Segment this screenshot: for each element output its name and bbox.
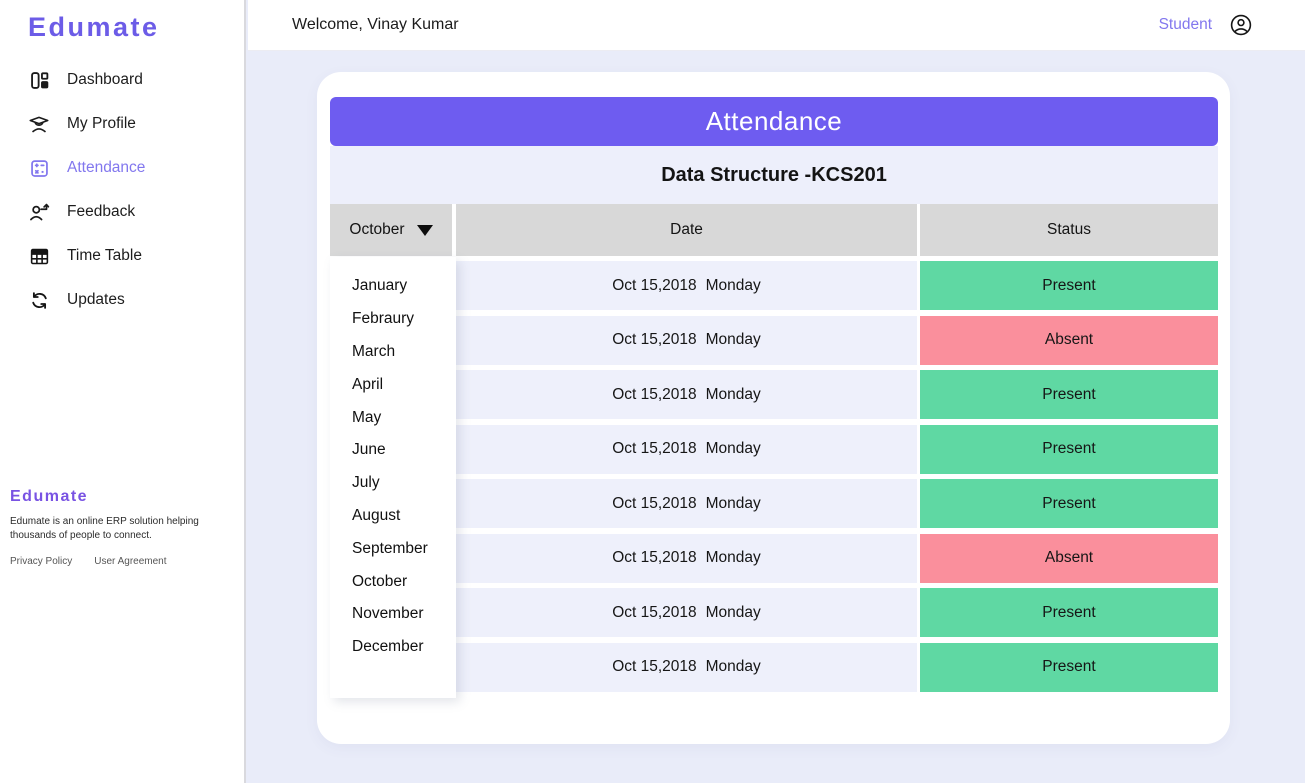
day-text: Monday — [705, 385, 761, 403]
subject-title: Data Structure -KCS201 — [330, 146, 1218, 204]
month-option-march[interactable]: March — [352, 342, 396, 360]
welcome-text: Welcome, Vinay Kumar — [292, 16, 459, 33]
attendance-card: Attendance Data Structure -KCS201 Octobe… — [317, 72, 1230, 744]
month-filter-dropdown[interactable]: October — [330, 204, 452, 256]
footer-brand: Edumate — [10, 488, 89, 505]
status-cell: Absent — [920, 315, 1218, 365]
sidebar-item-label: Updates — [67, 291, 125, 308]
date-column-header: Date — [456, 204, 917, 256]
date-cell: Oct 15,2018 Monday — [456, 642, 917, 692]
user-circle-icon[interactable] — [1229, 13, 1253, 37]
table-row: Oct 15,2018 Monday Present — [330, 588, 1218, 637]
day-text: Monday — [705, 494, 761, 512]
status-cell: Present — [920, 588, 1218, 637]
sidebar-item-my-profile[interactable]: My Profile — [0, 102, 244, 146]
timetable-icon — [28, 245, 50, 267]
status-cell: Present — [920, 370, 1218, 419]
month-option-february[interactable]: Febraury — [352, 310, 415, 328]
status-cell: Present — [920, 261, 1218, 310]
status-column-header: Status — [920, 204, 1218, 256]
date-text: Oct 15,2018 — [612, 331, 697, 348]
date-text: Oct 15,2018 — [612, 549, 697, 566]
table-row: Oct 15,2018 Monday Absent — [330, 315, 1218, 365]
status-cell: Present — [920, 479, 1218, 528]
month-option-december[interactable]: December — [352, 638, 424, 656]
user-menu[interactable]: Student — [1159, 13, 1253, 37]
date-cell: Oct 15,2018 Monday — [456, 315, 917, 365]
sidebar-item-label: Feedback — [67, 203, 136, 220]
date-text: Oct 15,2018 — [612, 276, 697, 294]
date-text: Oct 15,2018 — [612, 658, 697, 675]
role-label[interactable]: Student — [1158, 16, 1212, 33]
attendance-grid-icon — [28, 157, 50, 179]
sidebar-item-label: Time Table — [67, 247, 142, 264]
date-cell: Oct 15,2018 Monday — [456, 261, 917, 310]
dashboard-icon — [28, 69, 50, 91]
month-option-june[interactable]: June — [352, 441, 386, 459]
month-option-july[interactable]: July — [352, 474, 380, 492]
sidebar-item-time-table[interactable]: Time Table — [0, 234, 244, 278]
privacy-policy-link[interactable]: Privacy Policy — [10, 556, 73, 567]
date-cell: Oct 15,2018 Monday — [456, 533, 917, 583]
card-title-banner: Attendance — [330, 97, 1218, 146]
sidebar-footer: Edumate Edumate is an online ERP solutio… — [10, 488, 225, 567]
feedback-person-icon — [28, 201, 50, 223]
month-option-september[interactable]: September — [352, 539, 428, 557]
day-text: Monday — [705, 603, 761, 621]
month-option-january[interactable]: January — [352, 277, 408, 295]
month-option-april[interactable]: April — [352, 375, 384, 393]
month-option-may[interactable]: May — [352, 408, 382, 426]
status-cell: Absent — [920, 533, 1218, 583]
app-logo[interactable]: Edumate — [28, 12, 160, 42]
day-text: Monday — [705, 276, 761, 294]
sidebar-item-updates[interactable]: Updates — [0, 278, 244, 322]
top-bar: Welcome, Vinay Kumar Student — [248, 0, 1305, 51]
date-cell: Oct 15,2018 Monday — [456, 424, 917, 474]
month-option-november[interactable]: November — [352, 605, 424, 623]
user-agreement-link[interactable]: User Agreement — [94, 556, 167, 567]
day-text: Monday — [705, 658, 761, 675]
day-text: Monday — [705, 331, 761, 348]
day-text: Monday — [705, 440, 761, 457]
sidebar-item-dashboard[interactable]: Dashboard — [0, 58, 244, 102]
status-cell: Present — [920, 424, 1218, 474]
month-dropdown-panel: January Febraury March April May June Ju… — [330, 257, 456, 698]
table-row: Oct 15,2018 Monday Present — [330, 424, 1218, 474]
graduation-cap-icon — [28, 113, 50, 135]
date-text: Oct 15,2018 — [612, 603, 697, 621]
footer-description: Edumate is an online ERP solution helpin… — [10, 516, 199, 541]
date-text: Oct 15,2018 — [612, 440, 697, 457]
sidebar-item-label: Dashboard — [67, 71, 143, 88]
chevron-down-icon — [416, 224, 433, 236]
day-text: Monday — [705, 549, 761, 566]
sidebar-item-attendance[interactable]: Attendance — [0, 146, 244, 190]
sync-icon — [28, 289, 50, 311]
sidebar: Edumate Dashboard My Profile — [0, 0, 246, 783]
date-text: Oct 15,2018 — [612, 494, 697, 512]
month-option-august[interactable]: August — [352, 506, 401, 524]
sidebar-item-label: My Profile — [67, 115, 136, 132]
table-row: Oct 15,2018 Monday Absent — [330, 533, 1218, 583]
date-cell: Oct 15,2018 Monday — [456, 588, 917, 637]
date-text: Oct 15,2018 — [612, 385, 697, 403]
selected-month: October — [349, 221, 405, 238]
footer-links: Privacy Policy User Agreement — [10, 556, 225, 567]
attendance-rows: Oct 15,2018 Monday Present Oct 15,2018 M… — [330, 261, 1218, 697]
table-row: Oct 15,2018 Monday Present — [330, 261, 1218, 310]
status-cell: Present — [920, 642, 1218, 692]
date-cell: Oct 15,2018 Monday — [456, 479, 917, 528]
month-option-october[interactable]: October — [352, 572, 408, 590]
sidebar-item-feedback[interactable]: Feedback — [0, 190, 244, 234]
sidebar-nav: Dashboard My Profile — [0, 58, 244, 322]
table-row: Oct 15,2018 Monday Present — [330, 479, 1218, 528]
table-header: October Date Status — [330, 204, 1218, 256]
date-cell: Oct 15,2018 Monday — [456, 370, 917, 419]
sidebar-item-label: Attendance — [67, 159, 146, 176]
table-row: Oct 15,2018 Monday Present — [330, 642, 1218, 692]
table-row: Oct 15,2018 Monday Present — [330, 370, 1218, 419]
